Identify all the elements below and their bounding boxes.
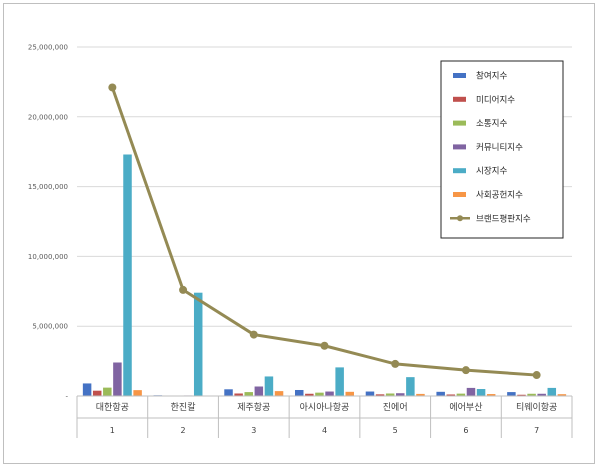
bar-소통지수 xyxy=(244,392,253,396)
bar-커뮤니티지수 xyxy=(396,393,405,396)
x-tick-label: 제주항공 xyxy=(237,402,270,413)
bar-미디어지수 xyxy=(305,393,314,396)
x-tick-label: 한진칼 xyxy=(171,402,196,413)
legend-label: 사회공헌지수 xyxy=(476,191,523,201)
x-index-label: 4 xyxy=(322,426,327,435)
legend-swatch xyxy=(453,192,466,197)
x-index-label: 6 xyxy=(463,426,468,435)
bar-시장지수 xyxy=(406,377,415,396)
bar-미디어지수 xyxy=(375,394,385,396)
bar-시장지수 xyxy=(547,387,557,396)
bar-시장지수 xyxy=(123,154,132,396)
x-index-label: 5 xyxy=(393,426,398,435)
bar-커뮤니티지수 xyxy=(466,387,476,396)
brand-index-line xyxy=(108,83,541,380)
bar-소통지수 xyxy=(456,393,466,396)
legend-swatch xyxy=(453,96,466,102)
bar-사회공헌지수 xyxy=(345,391,354,396)
legend-label: 시장지수 xyxy=(476,166,507,177)
y-tick-label: 25,000,000 xyxy=(28,44,68,52)
bar-시장지수 xyxy=(264,376,274,396)
bar-커뮤니티지수 xyxy=(537,393,546,396)
bar-참여지수 xyxy=(436,391,445,396)
bar-시장지수 xyxy=(193,292,203,396)
legend-label: 소통지수 xyxy=(476,119,507,129)
bar-미디어지수 xyxy=(234,393,243,396)
bar-사회공헌지수 xyxy=(486,394,496,396)
x-index-label: 7 xyxy=(534,426,539,435)
bar-사회공헌지수 xyxy=(133,390,142,396)
bar-사회공헌지수 xyxy=(557,394,567,396)
y-tick-label: - xyxy=(65,393,68,401)
line-point xyxy=(320,341,329,350)
chart-frame: - 5,000,000 10,000,000 15,000,000 20,000,000… xyxy=(3,3,595,464)
line-point xyxy=(461,366,470,375)
line-point xyxy=(391,359,400,368)
legend-label: 커뮤니티지수 xyxy=(476,142,523,153)
bar-커뮤니티지수 xyxy=(254,386,264,396)
bar-미디어지수 xyxy=(92,390,102,396)
bar-소통지수 xyxy=(385,393,395,396)
x-index-label: 3 xyxy=(251,426,256,435)
legend-box xyxy=(440,60,564,239)
bar-참여지수 xyxy=(224,389,233,396)
bar-미디어지수 xyxy=(446,394,456,396)
y-axis: - 5,000,000 10,000,000 15,000,000 20,000,000… xyxy=(28,44,69,401)
x-index-label: 2 xyxy=(181,426,186,435)
x-tick-label: 진에어 xyxy=(383,402,408,413)
line-point xyxy=(532,371,541,380)
legend-label: 브랜드평판지수 xyxy=(476,213,531,224)
legend-swatch xyxy=(453,144,466,150)
x-axis: 대한항공 1 한진칼 2 제주항공 3 아시아나항공 4 진에어 5 에어부산 6 티웨이항공 7 xyxy=(76,395,573,438)
line-point xyxy=(249,330,258,339)
bar-커뮤니티지수 xyxy=(113,362,122,396)
legend-marker xyxy=(457,215,463,222)
legend-swatch xyxy=(453,120,466,126)
legend-swatch xyxy=(453,168,466,174)
bar-소통지수 xyxy=(315,392,324,396)
x-tick-label: 에어부산 xyxy=(449,402,482,413)
x-tick-label: 티웨이항공 xyxy=(516,401,557,413)
bar-참여지수 xyxy=(365,391,375,396)
y-tick-label: 20,000,000 xyxy=(28,113,68,121)
bar-시장지수 xyxy=(335,367,344,396)
legend-swatch xyxy=(453,73,466,78)
bar-참여지수 xyxy=(295,389,304,396)
y-tick-label: 10,000,000 xyxy=(28,253,68,261)
bar-커뮤니티지수 xyxy=(325,391,334,396)
y-tick-label: 15,000,000 xyxy=(28,183,68,191)
bar-참여지수 xyxy=(82,383,92,396)
y-tick-label: 5,000,000 xyxy=(32,323,68,331)
bar-미디어지수 xyxy=(517,394,526,396)
bar-사회공헌지수 xyxy=(416,393,425,396)
legend-label: 참여지수 xyxy=(476,71,507,82)
x-index-label: 1 xyxy=(110,426,115,435)
brand-reputation-chart: - 5,000,000 10,000,000 15,000,000 20,000,000… xyxy=(28,44,573,438)
bar-소통지수 xyxy=(527,393,536,396)
legend-label: 미디어지수 xyxy=(476,94,515,105)
bar-소통지수 xyxy=(103,387,112,396)
line-point xyxy=(179,285,188,294)
bar-사회공헌지수 xyxy=(274,391,284,396)
x-tick-label: 아시아나항공 xyxy=(300,402,350,413)
bar-참여지수 xyxy=(507,392,516,396)
line-point xyxy=(108,83,117,92)
bar-시장지수 xyxy=(476,389,486,396)
x-tick-label: 대한항공 xyxy=(96,402,129,413)
